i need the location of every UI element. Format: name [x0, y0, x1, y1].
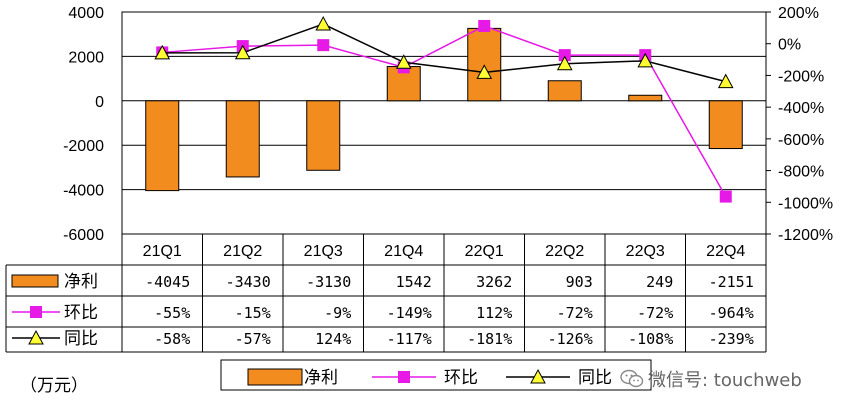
legend-key-净利: [247, 368, 303, 386]
y-right-tick-label: -200%: [778, 68, 824, 85]
y-right-tick-label: -800%: [778, 164, 824, 181]
y-right-tick-label: 0%: [778, 37, 801, 54]
y-left-tick-label: 4000: [68, 5, 104, 22]
y-right-tick-label: -1200%: [778, 227, 833, 244]
y-right-tick-label: -600%: [778, 132, 824, 149]
marker-同比-21Q1: [154, 44, 171, 60]
bar-22Q3: [628, 94, 663, 102]
table-cell: -126%: [548, 330, 593, 348]
row-name: 净利: [64, 272, 98, 292]
table-cell: -239%: [709, 330, 754, 348]
table-cell: -72%: [557, 304, 593, 322]
bar-22Q4: [708, 100, 743, 150]
table-cell: -149%: [387, 304, 432, 322]
legend-label: 净利: [304, 368, 338, 388]
legend-label: 环比: [444, 368, 478, 388]
table-cell: -117%: [387, 330, 432, 348]
table-cell: -3130: [306, 273, 351, 291]
legend-marker-同比: [530, 368, 546, 384]
y-axis-left: 4000 2000 0 -2000 -4000 -6000: [63, 5, 104, 244]
marker-同比-21Q3: [315, 15, 332, 31]
table-cell: -108%: [628, 330, 673, 348]
gridlines: [121, 11, 767, 235]
x-tick-label: 21Q3: [304, 243, 343, 260]
bar-22Q2: [547, 80, 582, 102]
y-right-tick-label: -400%: [778, 100, 824, 117]
table-cell: -72%: [637, 304, 673, 322]
legend-marker-环比: [398, 371, 410, 383]
marker-同比-22Q2: [556, 55, 573, 71]
y-axis-right: 200% 0% -200% -400% -600% -800% -1000% -1200%: [765, 5, 833, 244]
x-tick-label: 22Q2: [545, 243, 584, 260]
y-left-tick-label: 2000: [68, 49, 104, 66]
table-cell: 903: [566, 273, 593, 291]
marker-环比-21Q3: [317, 39, 330, 52]
x-tick-label: 21Q4: [384, 243, 423, 260]
marker-环比-22Q1: [478, 19, 491, 32]
table-cell: -55%: [154, 304, 190, 322]
table-cell: 124%: [315, 330, 351, 348]
plot-frame: [121, 11, 767, 235]
series-lines: [154, 15, 734, 203]
marker-同比-22Q3: [637, 52, 654, 68]
bar-21Q2: [225, 100, 260, 178]
marker-同比-22Q4: [717, 73, 734, 89]
marker-同比-21Q2: [234, 44, 251, 60]
x-tick-label: 22Q1: [465, 243, 504, 260]
table-cell: -58%: [154, 330, 190, 348]
y-left-tick-label: -6000: [63, 227, 104, 244]
line-同比: [162, 23, 726, 83]
watermark: 微信号: touchweb: [620, 366, 802, 392]
legend: 净利 环比 同比: [220, 359, 652, 391]
table-cell: -9%: [324, 304, 351, 322]
legend-label: 同比: [578, 368, 612, 388]
y-right-tick-label: 200%: [778, 5, 819, 22]
table-cell: -4045: [145, 273, 190, 291]
bar-21Q1: [145, 100, 180, 192]
y-left-tick-label: -2000: [63, 138, 104, 155]
marker-同比-21Q4: [395, 54, 412, 69]
y-right-tick-label: -1000%: [778, 195, 833, 212]
y-left-tick-label: 0: [95, 94, 104, 111]
x-tick-label: 22Q4: [706, 243, 745, 260]
row-name: 环比: [64, 303, 98, 323]
x-tick-label: 21Q2: [223, 243, 262, 260]
table-cell: 249: [646, 273, 673, 291]
table-cell: -181%: [467, 330, 512, 348]
table-cell: -15%: [235, 304, 271, 322]
row-key-净利: [11, 274, 59, 288]
table-cell: 112%: [476, 304, 512, 322]
y-left-tick-label: -4000: [63, 183, 104, 200]
marker-同比-22Q1: [476, 64, 493, 79]
table-cell: -57%: [235, 330, 271, 348]
table-cell: 3262: [476, 273, 512, 291]
watermark-text: 微信号: touchweb: [648, 370, 802, 391]
data-table: 21Q1 21Q2 21Q3 21Q4 22Q1 22Q2 22Q3 22Q4 净利 -4045 -…: [5, 234, 767, 353]
line-环比: [162, 25, 727, 197]
row-key-marker-环比: [30, 306, 42, 318]
x-tick-label: 21Q1: [143, 243, 182, 260]
table-cell: 1542: [396, 273, 432, 291]
x-tick-label: 22Q3: [626, 243, 665, 260]
table-cell: -3430: [226, 273, 271, 291]
bar-21Q3: [306, 100, 341, 171]
row-name: 同比: [64, 329, 98, 349]
wechat-icon: [620, 369, 644, 388]
row-key-marker-同比: [28, 329, 44, 345]
marker-环比-22Q2: [558, 49, 571, 62]
table-cell: -964%: [709, 304, 754, 322]
table-cell: -2151: [709, 273, 754, 291]
marker-环比-22Q4: [719, 190, 732, 203]
unit-label: （万元）: [20, 376, 88, 396]
